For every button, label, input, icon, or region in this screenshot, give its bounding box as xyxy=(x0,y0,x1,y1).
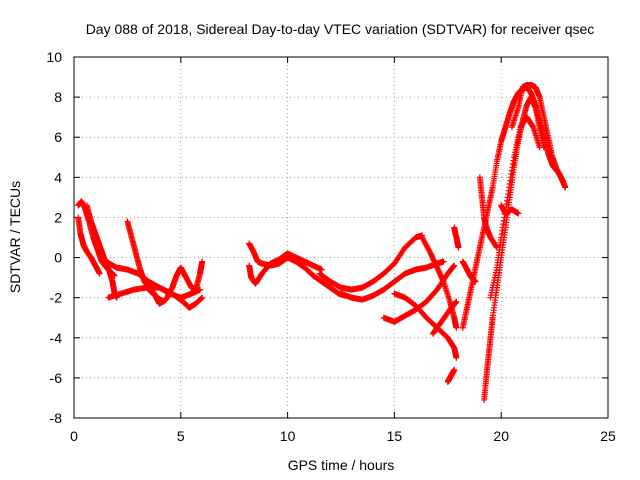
x-tick-label: 10 xyxy=(280,428,296,444)
y-tick-label: -8 xyxy=(50,410,63,426)
y-tick-label: -2 xyxy=(50,290,63,306)
y-tick-label: -4 xyxy=(50,330,63,346)
x-tick-label: 0 xyxy=(70,428,78,444)
x-tick-label: 5 xyxy=(177,428,185,444)
data-series-arc xyxy=(508,82,569,191)
x-tick-label: 25 xyxy=(600,428,616,444)
data-point-marker xyxy=(515,210,522,217)
data-series-arc xyxy=(246,240,349,299)
data-series-arc xyxy=(75,214,103,277)
data-point-marker xyxy=(536,144,543,151)
data-series-arc xyxy=(105,284,206,311)
plot-frame xyxy=(73,56,609,419)
x-axis-label: GPS time / hours xyxy=(288,457,395,473)
data-point-marker xyxy=(453,324,460,331)
x-tick-label: 15 xyxy=(387,428,403,444)
data-point-marker xyxy=(455,244,462,251)
y-tick-label: 2 xyxy=(54,209,62,225)
data-point-marker xyxy=(199,294,206,301)
data-series-arc xyxy=(83,202,120,301)
y-tick-label: -6 xyxy=(50,370,63,386)
data-series-arc xyxy=(145,258,206,307)
axis-ticks: 0 5 10 15 20 25 -8 -6 -4 -2 0 2 4 6 8 10 xyxy=(46,49,616,444)
data-series-arc xyxy=(338,258,447,303)
data-series-arc xyxy=(476,174,500,251)
data-point-marker xyxy=(440,258,447,265)
y-tick-label: 8 xyxy=(54,89,62,105)
data-point-marker xyxy=(451,366,458,373)
data-point-marker xyxy=(453,298,460,305)
data-point-marker xyxy=(451,262,458,269)
data-series-arc xyxy=(246,250,325,287)
data-point-marker xyxy=(453,354,460,361)
data-series-arc xyxy=(391,290,460,361)
data-series-arc xyxy=(487,114,543,301)
chart-title: Day 088 of 2018, Sidereal Day-to-day VTE… xyxy=(86,21,595,37)
data-point-marker xyxy=(562,184,569,191)
data-series-arc xyxy=(316,232,426,293)
data-point-marker xyxy=(318,266,325,273)
data-series-arc xyxy=(444,366,458,385)
y-tick-label: 10 xyxy=(46,49,62,65)
y-tick-label: 0 xyxy=(54,250,62,266)
data-point-marker xyxy=(199,258,206,265)
x-tick-label: 20 xyxy=(493,428,509,444)
grid-lines xyxy=(74,57,608,418)
y-tick-label: 6 xyxy=(54,129,62,145)
y-axis-label: SDTVAR / TECUs xyxy=(7,181,23,293)
data-series-arc xyxy=(451,224,462,251)
data-series xyxy=(75,82,569,403)
data-point-marker xyxy=(96,270,103,277)
y-tick-label: 4 xyxy=(54,169,62,185)
